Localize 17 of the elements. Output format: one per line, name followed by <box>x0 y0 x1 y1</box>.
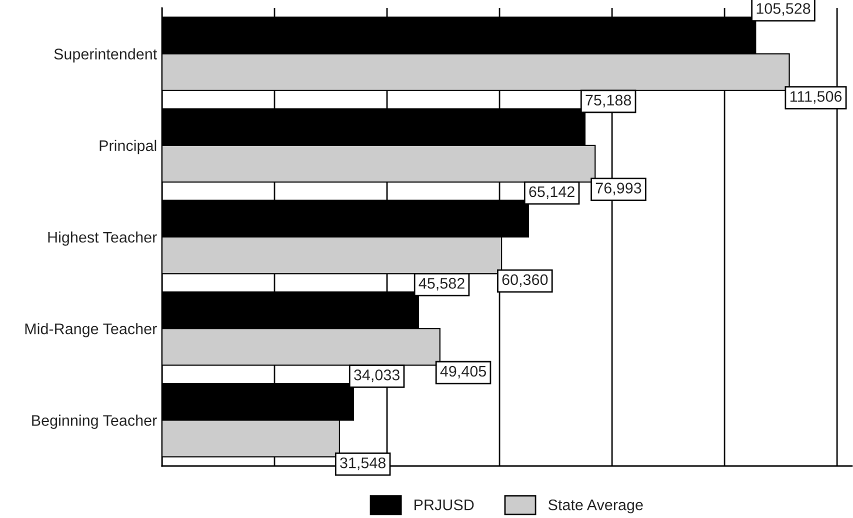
data-label: 75,188 <box>586 94 632 108</box>
data-label: 111,506 <box>790 91 842 104</box>
legend-label: PRJUSD <box>414 499 474 510</box>
y-tick-label: Beginning Teacher <box>32 414 157 429</box>
data-label: 49,405 <box>440 366 486 378</box>
y-tick-label: Principal <box>100 140 156 154</box>
legend-label: State Average <box>548 499 643 514</box>
data-label: 34,033 <box>354 370 400 382</box>
data-label: 60,360 <box>502 274 548 287</box>
data-label: 31,548 <box>340 457 386 470</box>
y-tick-label: Superintendent <box>54 48 158 63</box>
y-tick-label: Highest Teacher <box>48 231 157 246</box>
data-label: 105,528 <box>756 3 810 16</box>
data-label: 45,582 <box>418 278 464 291</box>
data-label: 76,993 <box>596 182 642 196</box>
data-label: 65,142 <box>529 186 574 199</box>
y-tick-label: Mid-Range Teacher <box>25 323 157 338</box>
